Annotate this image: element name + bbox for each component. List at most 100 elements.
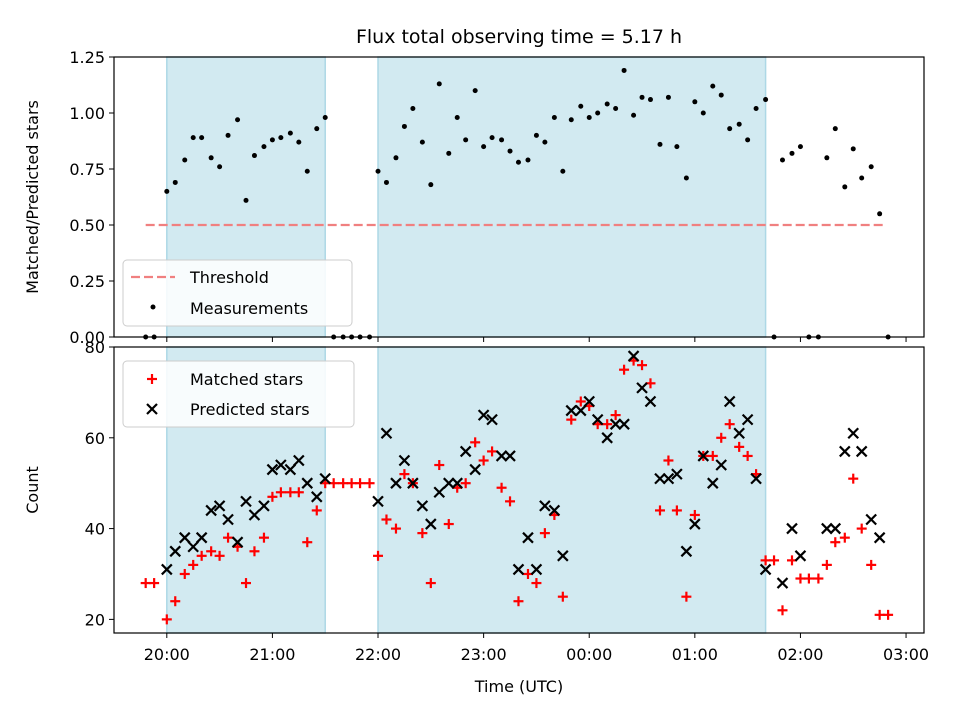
predicted-marker-b	[231, 536, 244, 548]
measurement-point	[525, 157, 531, 163]
predicted-star-point	[266, 463, 279, 476]
matched-star-point	[188, 559, 199, 570]
predicted-marker-b	[697, 450, 710, 462]
predicted-star-point	[459, 445, 472, 458]
matched-star-point	[848, 473, 859, 484]
predicted-star-point	[865, 513, 877, 526]
measurement-point	[797, 144, 803, 150]
predicted-star-point	[847, 427, 860, 440]
matched-star-point	[470, 437, 481, 448]
predicted-star-point	[644, 395, 657, 408]
predicted-marker-b	[240, 495, 252, 508]
bottom-x-ticks: 20:00 21:00 22:00 23:00 00:00 01:00 02:00 03:00	[144, 633, 929, 664]
predicted-marker-b	[416, 500, 429, 512]
predicted-marker-b	[689, 518, 701, 530]
matched-star-point	[381, 514, 392, 525]
measurement-point	[235, 117, 241, 123]
predicted-star-point	[469, 463, 481, 476]
y-tick-label: 1.25	[69, 48, 105, 67]
matched-star-point	[769, 555, 780, 566]
matched-star-point	[742, 450, 753, 461]
matched-star-point	[443, 519, 454, 530]
predicted-marker-b	[380, 427, 393, 440]
predicted-marker-b	[609, 418, 622, 430]
predicted-star-point	[715, 459, 728, 471]
predicted-marker-b	[407, 477, 419, 489]
ratio-panel: 0.00 0.25 0.50 0.75 1.00 1.25 Matched/Predict…	[23, 48, 925, 347]
predicted-marker-b	[161, 563, 173, 576]
y-tick-label: 80	[85, 338, 105, 357]
measurement-point	[208, 155, 214, 161]
measurement-point	[401, 123, 407, 129]
measurement-point	[393, 155, 399, 161]
measurement-point	[568, 117, 574, 123]
predicted-marker-b	[636, 382, 648, 394]
matched-star-point	[566, 414, 577, 425]
bottom-legend-box	[122, 360, 355, 428]
measurement-point	[481, 144, 487, 150]
matched-star-point	[364, 478, 375, 489]
top-y-axis-label: Matched/Predicted stars	[23, 100, 42, 294]
measurement-point	[428, 182, 434, 188]
predicted-star-point	[689, 518, 701, 530]
measurement-point	[533, 132, 539, 138]
x-tick-label: 00:00	[566, 645, 612, 664]
predicted-star-point	[310, 491, 323, 503]
measurement-point	[304, 168, 310, 174]
predicted-star-point	[786, 522, 798, 535]
y-tick-label: 0.75	[69, 160, 105, 179]
matched-star-point	[346, 478, 357, 489]
predicted-star-point	[213, 500, 226, 512]
matched-star-point	[505, 496, 516, 507]
measurement-point	[542, 139, 548, 145]
measurement-point	[269, 137, 275, 143]
predicted-star-point	[776, 577, 789, 589]
x-tick-label: 21:00	[249, 645, 295, 664]
predicted-marker-b	[723, 395, 736, 408]
predicted-marker-b	[548, 504, 561, 517]
measurement-point	[199, 135, 205, 141]
matched-star-point	[140, 578, 151, 589]
matched-star-point	[830, 537, 841, 548]
y-tick-label: 0.00	[69, 328, 105, 347]
x-tick-label: 01:00	[672, 645, 718, 664]
predicted-star-point	[522, 531, 534, 544]
x-tick-label: 22:00	[355, 645, 401, 664]
predicted-marker-b	[495, 450, 508, 462]
predicted-marker-b	[821, 522, 833, 535]
measurement-point	[296, 139, 302, 145]
predicted-marker-b	[847, 427, 860, 440]
bottom-y-ticks: 20 40 60 80	[85, 338, 114, 629]
measurement-point	[261, 144, 267, 150]
matched-star-point	[434, 460, 445, 471]
matched-star-point	[681, 591, 692, 602]
predicted-marker-b	[195, 531, 208, 544]
matched-star-point	[478, 455, 489, 466]
predicted-marker-b	[839, 445, 851, 458]
predicted-marker-b	[865, 513, 877, 526]
measurements-legend-label: Measurements	[190, 299, 308, 318]
top-legend-box	[122, 259, 353, 327]
predicted-star-point	[565, 404, 578, 417]
predicted-star-point	[433, 486, 446, 499]
measurement-point	[718, 92, 724, 98]
predicted-star-point	[821, 522, 833, 535]
predicted-star-point	[873, 531, 886, 544]
matched-star-point	[285, 487, 296, 498]
chart-title: Flux total observing time = 5.17 h	[356, 26, 682, 48]
predicted-star-point	[161, 563, 173, 576]
predicted-star-point	[627, 350, 640, 362]
predicted-star-point	[609, 418, 622, 430]
predicted-marker-b	[522, 531, 534, 544]
predicted-marker-b	[662, 472, 675, 485]
measurement-point	[832, 126, 838, 132]
measurement-point	[586, 114, 592, 120]
predicted-star-point	[591, 413, 604, 426]
matched-star-point	[275, 487, 286, 498]
predicted-legend-swatch	[146, 403, 158, 415]
matched-star-point	[803, 573, 814, 584]
measurement-point	[489, 135, 495, 141]
matched-star-point	[293, 487, 304, 498]
predicted-marker-b	[504, 450, 516, 462]
